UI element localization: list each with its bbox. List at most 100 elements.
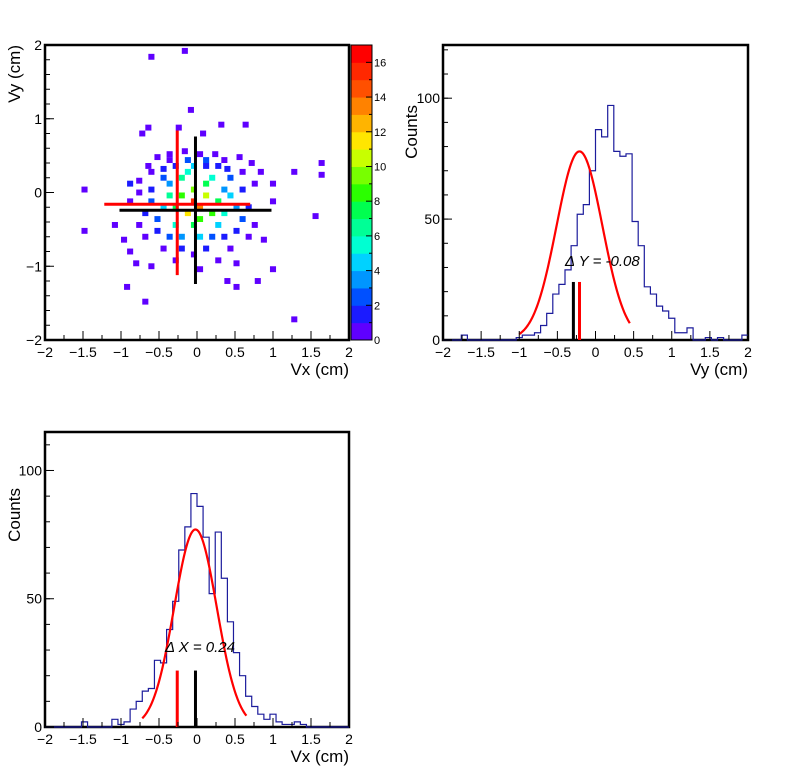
heatmap-cell [239, 216, 246, 222]
colorbar-tick-label: 14 [374, 92, 386, 104]
colorbar-segment [351, 305, 372, 324]
heatmap-cell [172, 163, 179, 169]
plot-frame [43, 430, 351, 729]
heatmap-cell [245, 204, 252, 211]
heatmap-cell [269, 198, 277, 205]
heatmap-cell [81, 227, 88, 234]
x-tick-label: 0 [193, 731, 201, 747]
heatmap-cell [136, 222, 143, 228]
heatmap-cell [269, 180, 277, 187]
heatmap-cell [203, 180, 210, 187]
center-markers [175, 670, 197, 727]
delta-y-annotation: Δ Y = -0.08 [564, 253, 640, 270]
heatmap-cell [209, 210, 216, 217]
y-axis-label: Counts [402, 105, 421, 159]
heatmap-cell [215, 222, 222, 228]
heatmap-cell [197, 266, 204, 273]
x-tick-label: 2 [345, 344, 353, 360]
x-tick-label: 1 [668, 344, 676, 360]
heatmap-cell [190, 163, 197, 169]
histogram-outline [45, 492, 349, 728]
heatmap-cell [190, 198, 197, 205]
heatmap-cell [254, 278, 261, 284]
heatmap-cell [200, 130, 207, 137]
colorbar-segment [351, 183, 372, 202]
colorbar-tick-label: 8 [374, 196, 380, 208]
heatmap-cell [148, 53, 155, 60]
heatmap-cell [190, 251, 197, 258]
y-tick-label: −1 [26, 258, 42, 274]
y-tick-label: 100 [417, 90, 441, 106]
heatmap-cell [245, 233, 252, 240]
gaussian-fit-curve [141, 528, 248, 720]
x-axis-ticks: −2 −1.5 −1 −0.5 0 0.5 1 1.5 2 [37, 718, 353, 747]
heatmap-cell [166, 157, 173, 163]
heatmap-cell [166, 180, 173, 187]
x-tick-label: 0 [592, 344, 600, 360]
heatmap-cell [209, 174, 216, 181]
heatmap-cell [133, 260, 140, 267]
heatmap-cell [203, 245, 210, 252]
colorbar-tick-label: 4 [374, 266, 380, 278]
heatmap-cell [248, 160, 255, 166]
histogram-outline [443, 104, 748, 341]
heatmap-cell [312, 213, 319, 220]
heatmap-cells [81, 47, 325, 323]
heatmap-cell [145, 124, 152, 131]
y-tick-label: 0 [34, 185, 42, 201]
heatmap-cell [215, 198, 222, 205]
colorbar-segment [351, 114, 372, 133]
x-axis-label: Vx (cm) [290, 360, 349, 379]
colorbar-segment [351, 166, 372, 185]
heatmap-cell [224, 165, 231, 172]
heatmap-cell [190, 186, 197, 193]
heatmap-cell [215, 163, 222, 169]
colorbar-segment [351, 62, 372, 81]
heatmap-cell [148, 263, 155, 270]
heatmap-cell [318, 171, 325, 178]
x-tick-label: 2 [345, 731, 353, 747]
x-tick-label: −1.5 [467, 344, 495, 360]
heatmap-cell [142, 298, 149, 305]
heatmap-cell [197, 216, 204, 222]
colorbar-frame [350, 44, 373, 341]
x-tick-label: −2 [435, 344, 451, 360]
heatmap-cell [209, 233, 216, 240]
heatmap-cell [111, 222, 118, 228]
x-axis-label: Vy (cm) [690, 360, 748, 379]
colorbar-tick-label: 6 [374, 231, 380, 243]
x-tick-label: 0.5 [225, 731, 245, 747]
x-tick-label: 2 [744, 344, 752, 360]
heatmap-cell [121, 236, 128, 243]
y-axis-ticks: −2 −1 0 1 2 [26, 37, 54, 348]
heatmap-cell [233, 227, 240, 234]
heatmap-cell [291, 316, 298, 323]
heatmap-cell [203, 157, 210, 163]
heatmap-cell [257, 168, 264, 175]
heatmap-cell [227, 192, 234, 199]
heatmap-cell [175, 124, 182, 131]
heatmap-cell [184, 157, 191, 163]
heatmap-cell [291, 168, 298, 175]
colorbar-segment [351, 149, 372, 167]
heatmap-cell [178, 174, 185, 181]
heatmap-cell [269, 266, 277, 273]
heatmap-cell [239, 186, 246, 193]
heatmap-cell [136, 189, 143, 196]
heatmap-cell [221, 233, 228, 240]
y-tick-label: 50 [26, 591, 42, 607]
heatmap-cell [236, 154, 243, 161]
y-tick-label: 0 [34, 719, 42, 735]
heatmap-cell [154, 154, 161, 161]
x-tick-label: −1.5 [69, 731, 97, 747]
heatmap-cell [242, 121, 249, 128]
x-tick-label: 0.5 [624, 344, 644, 360]
heatmap-cell [145, 163, 152, 169]
x-tick-label: 1 [269, 344, 277, 360]
x-tick-label: 0.5 [225, 344, 245, 360]
heatmap-cell [178, 233, 185, 240]
heatmap-cell [251, 222, 258, 228]
heatmap-cell [148, 168, 155, 175]
delta-x-annotation: Δ X = 0.24 [164, 639, 235, 656]
colorbar-segment [351, 270, 372, 289]
